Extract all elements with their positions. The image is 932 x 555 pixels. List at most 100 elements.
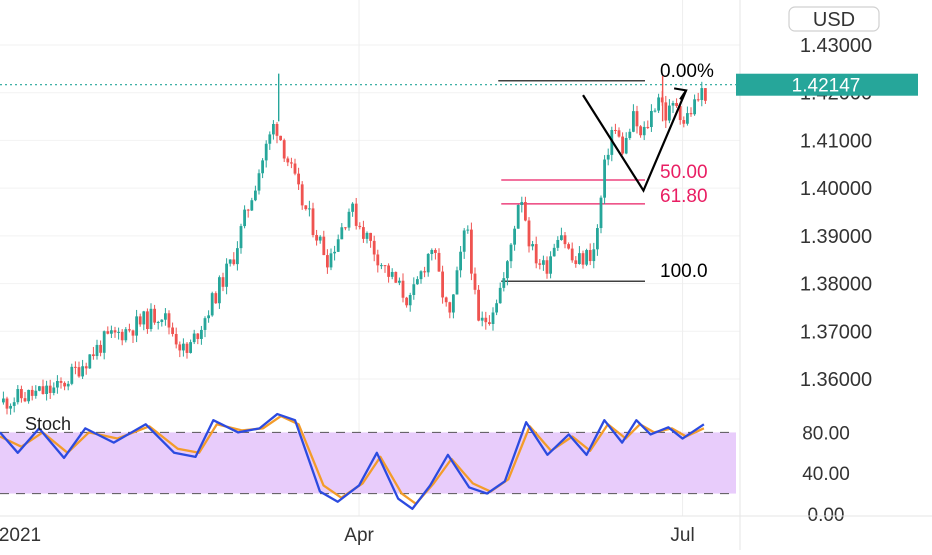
candle-body — [102, 331, 106, 353]
candle — [398, 277, 401, 286]
candle-body — [538, 263, 542, 265]
candle — [696, 92, 700, 102]
candle — [246, 208, 250, 218]
candle — [203, 316, 207, 338]
last-price-badge[interactable]: 1.42147 — [736, 73, 918, 97]
fib-level-label: 100.0 — [660, 261, 708, 282]
candle-body — [38, 386, 41, 391]
candle — [16, 385, 20, 405]
candle — [264, 140, 268, 168]
candle-body — [552, 247, 556, 257]
candle — [380, 263, 383, 270]
candle-body — [603, 159, 606, 198]
candle-body — [344, 227, 347, 229]
candle-body — [412, 284, 416, 295]
fib-level-label: 0.00% — [660, 61, 714, 82]
candle — [340, 223, 344, 240]
candle — [124, 327, 128, 343]
time-axis[interactable]: 2021 Apr Jul — [0, 525, 695, 546]
candle — [437, 248, 441, 272]
candle-body — [419, 271, 423, 280]
candle — [185, 342, 189, 359]
candle-body — [286, 158, 290, 163]
candle-body — [682, 120, 686, 124]
candle-body — [275, 123, 279, 136]
candle — [214, 291, 218, 304]
candle-body — [466, 229, 470, 231]
candle — [95, 339, 99, 360]
time-tick-label: Apr — [344, 525, 374, 546]
candle-body — [268, 134, 272, 144]
price-tick-label: 1.40000 — [800, 178, 872, 200]
candle-body — [142, 311, 146, 325]
candle-body — [430, 249, 434, 255]
candle — [560, 227, 563, 241]
candle — [358, 222, 362, 230]
candle-body — [88, 354, 92, 369]
candle — [290, 157, 293, 169]
candle — [621, 132, 624, 156]
candle-body — [520, 202, 524, 205]
currency-badge-box[interactable] — [788, 6, 880, 32]
candle-body — [635, 111, 639, 127]
candle — [70, 363, 74, 386]
last-price-badge-box[interactable] — [736, 73, 918, 96]
candle-body — [2, 398, 5, 403]
candle-body — [657, 97, 660, 111]
candle — [642, 121, 646, 141]
price-tick-label: 1.38000 — [800, 274, 872, 296]
stoch-title: Stoch — [25, 414, 71, 434]
candle — [113, 326, 117, 338]
projection-arrowhead — [673, 87, 688, 100]
candle-body — [524, 202, 527, 221]
candle — [344, 227, 347, 231]
candle — [646, 120, 650, 130]
currency-badge[interactable]: USD — [788, 6, 880, 32]
time-tick-label: 2021 — [0, 525, 41, 546]
candle — [189, 339, 192, 354]
candle-body — [570, 248, 574, 261]
candle — [520, 196, 524, 213]
candle — [556, 236, 560, 251]
candle — [592, 242, 596, 269]
candle — [56, 375, 59, 394]
candle-body — [48, 385, 52, 393]
candle-body — [113, 330, 117, 333]
candle — [574, 256, 578, 268]
candle-body — [250, 200, 254, 211]
candle-body — [664, 102, 668, 121]
candle — [441, 265, 444, 304]
candle — [423, 266, 426, 278]
candle — [506, 260, 509, 286]
candle-body — [63, 382, 66, 387]
candle — [182, 338, 185, 357]
candle-body — [380, 265, 383, 267]
candle — [495, 299, 498, 316]
fib-level-label: 50.00 — [660, 162, 708, 183]
candle — [430, 248, 434, 261]
candle-body — [401, 280, 405, 298]
candle — [383, 265, 387, 273]
candle — [689, 107, 693, 117]
candle-body — [336, 239, 340, 252]
candle — [405, 296, 408, 308]
candle-body — [70, 366, 74, 384]
price-axis[interactable]: 1.430001.420001.410001.400001.390001.380… — [800, 35, 872, 391]
candle-body — [434, 249, 437, 253]
candle-body — [272, 123, 275, 135]
candle — [286, 156, 290, 167]
candle — [282, 138, 286, 162]
stoch-band — [0, 432, 736, 494]
candle — [225, 258, 228, 295]
price-tick-label: 1.37000 — [800, 321, 872, 343]
candle — [650, 104, 653, 132]
candle-body — [214, 293, 218, 304]
candle — [268, 131, 272, 150]
candle — [462, 228, 466, 259]
candle — [480, 311, 484, 327]
candle — [473, 267, 477, 295]
candle-body — [671, 103, 675, 106]
candle-body — [351, 203, 354, 212]
candle — [668, 99, 671, 124]
